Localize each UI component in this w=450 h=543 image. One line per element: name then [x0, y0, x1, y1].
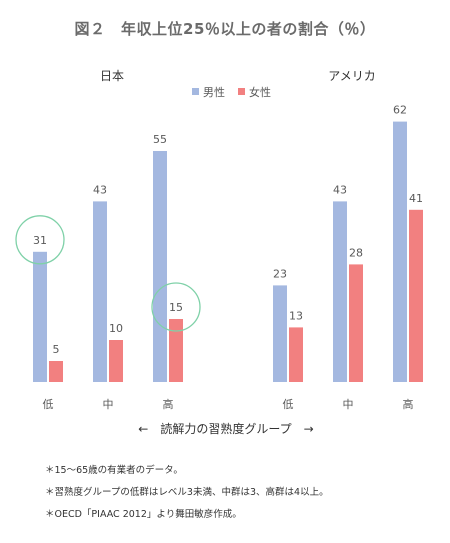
bar-male — [153, 151, 167, 382]
data-label: 15 — [169, 301, 183, 314]
category-tick-label: 中 — [343, 398, 354, 411]
legend-swatch — [238, 88, 245, 95]
legend-label: 女性 — [249, 85, 271, 99]
footnote-1: ＊15～65歳の有業者のデータ。 — [45, 465, 183, 476]
bar-female — [349, 264, 363, 382]
footnote-2: ＊習熟度グループの低群はレベル3未満、中群は3、高群は4以上。 — [45, 487, 329, 498]
category-tick-label: 高 — [403, 397, 414, 411]
data-label: 41 — [409, 192, 423, 205]
legend-label: 男性 — [203, 85, 225, 99]
bar-male — [393, 121, 407, 382]
bar-female — [169, 319, 183, 382]
bar-female — [409, 209, 423, 382]
bar-female — [49, 361, 63, 382]
data-label: 55 — [153, 133, 167, 146]
data-label: 28 — [349, 246, 363, 259]
bar-female — [109, 340, 123, 382]
category-tick-label: 低 — [283, 398, 294, 411]
data-label: 62 — [393, 104, 407, 117]
data-label: 43 — [333, 183, 347, 196]
bar-male — [273, 285, 287, 382]
data-label: 23 — [273, 267, 287, 280]
bar-female — [289, 327, 303, 382]
footnote-3: ＊OECD「PIAAC 2012」より舞田敏彦作成。 — [45, 509, 242, 520]
group-label-usa: アメリカ — [328, 69, 375, 83]
category-tick-label: 低 — [43, 398, 54, 411]
legend-swatch — [192, 88, 199, 95]
data-label: 31 — [33, 234, 47, 247]
data-label: 13 — [289, 309, 303, 322]
data-label: 5 — [53, 343, 60, 356]
highlight-circle — [15, 215, 65, 265]
highlight-circle — [151, 282, 201, 332]
x-axis-label: ← 読解力の習熟度グループ → — [138, 421, 313, 436]
category-tick-label: 高 — [163, 397, 174, 411]
bar-male — [93, 201, 107, 382]
data-label: 43 — [93, 183, 107, 196]
bar-male — [333, 201, 347, 382]
bar-male — [33, 251, 47, 382]
bar-chart: 日本 31 5 低 43 10 中 55 15 高 アメリカ 23 13 低 43 28 中 62 41 高 男性 女性 ←… — [15, 69, 423, 436]
category-tick-label: 中 — [103, 398, 114, 411]
chart-title: 図２ 年収上位25％以上の者の割合（％） — [74, 20, 376, 38]
group-label-japan: 日本 — [100, 69, 124, 83]
data-label: 10 — [109, 322, 123, 335]
